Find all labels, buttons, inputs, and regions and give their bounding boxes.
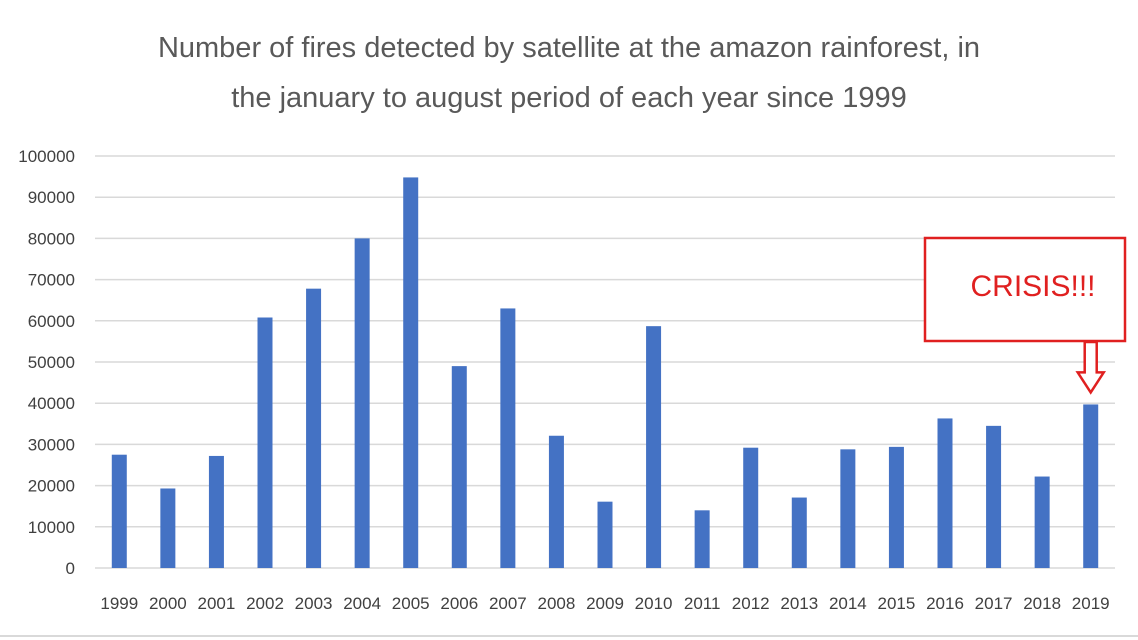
y-tick-label: 50000	[28, 353, 75, 372]
bar-2015	[888, 446, 904, 568]
y-tick-label: 10000	[28, 518, 75, 537]
bar-2014	[840, 449, 856, 568]
crisis-callout: CRISIS!!!	[923, 236, 1127, 395]
x-tick-label: 2008	[538, 594, 576, 613]
x-tick-label: 1999	[100, 594, 138, 613]
x-tick-label: 2000	[149, 594, 187, 613]
x-tick-label: 2016	[926, 594, 964, 613]
y-tick-label: 70000	[28, 271, 75, 290]
y-tick-label: 90000	[28, 188, 75, 207]
y-axis-tick-labels: 0 10000 20000 30000 40000 50000 60000 70000 8000…	[18, 147, 75, 578]
bar-2002	[257, 317, 273, 568]
bar-2000	[160, 488, 176, 568]
y-tick-label: 0	[66, 559, 75, 578]
bar-2005	[403, 177, 419, 568]
bar-2019	[1083, 404, 1099, 568]
x-tick-label: 2007	[489, 594, 527, 613]
bar-2003	[306, 288, 322, 568]
y-tick-label: 80000	[28, 229, 75, 248]
bar-2001	[208, 455, 224, 568]
bar-2004	[354, 238, 370, 568]
x-tick-label: 2019	[1072, 594, 1110, 613]
bar-2009	[597, 501, 613, 568]
x-tick-label: 2005	[392, 594, 430, 613]
bar-2013	[791, 497, 807, 568]
chart-title: Number of fires detected by satellite at…	[158, 32, 980, 114]
bar-2016	[937, 418, 953, 568]
chart-title-line-1: Number of fires detected by satellite at…	[158, 32, 980, 64]
callout-box	[923, 236, 1127, 343]
x-tick-label: 2006	[440, 594, 478, 613]
bar-1999	[111, 454, 127, 568]
x-tick-label: 2004	[343, 594, 381, 613]
y-tick-label: 30000	[28, 435, 75, 454]
x-tick-label: 2011	[684, 594, 721, 613]
x-tick-label: 2017	[975, 594, 1013, 613]
bar-2006	[451, 366, 467, 568]
x-tick-label: 2013	[780, 594, 818, 613]
y-tick-label: 20000	[28, 477, 75, 496]
y-tick-label: 40000	[28, 394, 75, 413]
bar-2018	[1034, 476, 1050, 568]
x-tick-label: 2001	[198, 594, 236, 613]
bar-2008	[548, 435, 564, 568]
y-tick-label: 60000	[28, 312, 75, 331]
bar-2007	[500, 308, 516, 568]
bar-2010	[646, 326, 662, 568]
bar-2012	[743, 447, 759, 568]
bar-2011	[694, 510, 710, 568]
callout-text: CRISIS!!!	[970, 270, 1095, 303]
chart-title-line-2: the january to august period of each yea…	[231, 82, 907, 114]
down-arrow-icon	[1075, 340, 1107, 395]
bar-2017	[986, 425, 1002, 568]
y-tick-label: 100000	[18, 147, 75, 166]
bars	[111, 177, 1099, 568]
x-tick-label: 2015	[878, 594, 916, 613]
x-tick-label: 2003	[295, 594, 333, 613]
x-tick-label: 2018	[1023, 594, 1061, 613]
x-tick-label: 2010	[635, 594, 673, 613]
x-axis-tick-labels: 1999 2000 2001 2002 2003 2004 2005 2006 2007 2008…	[100, 594, 1109, 613]
x-tick-label: 2002	[246, 594, 284, 613]
x-tick-label: 2009	[586, 594, 624, 613]
x-tick-label: 2012	[732, 594, 770, 613]
x-tick-label: 2014	[829, 594, 867, 613]
